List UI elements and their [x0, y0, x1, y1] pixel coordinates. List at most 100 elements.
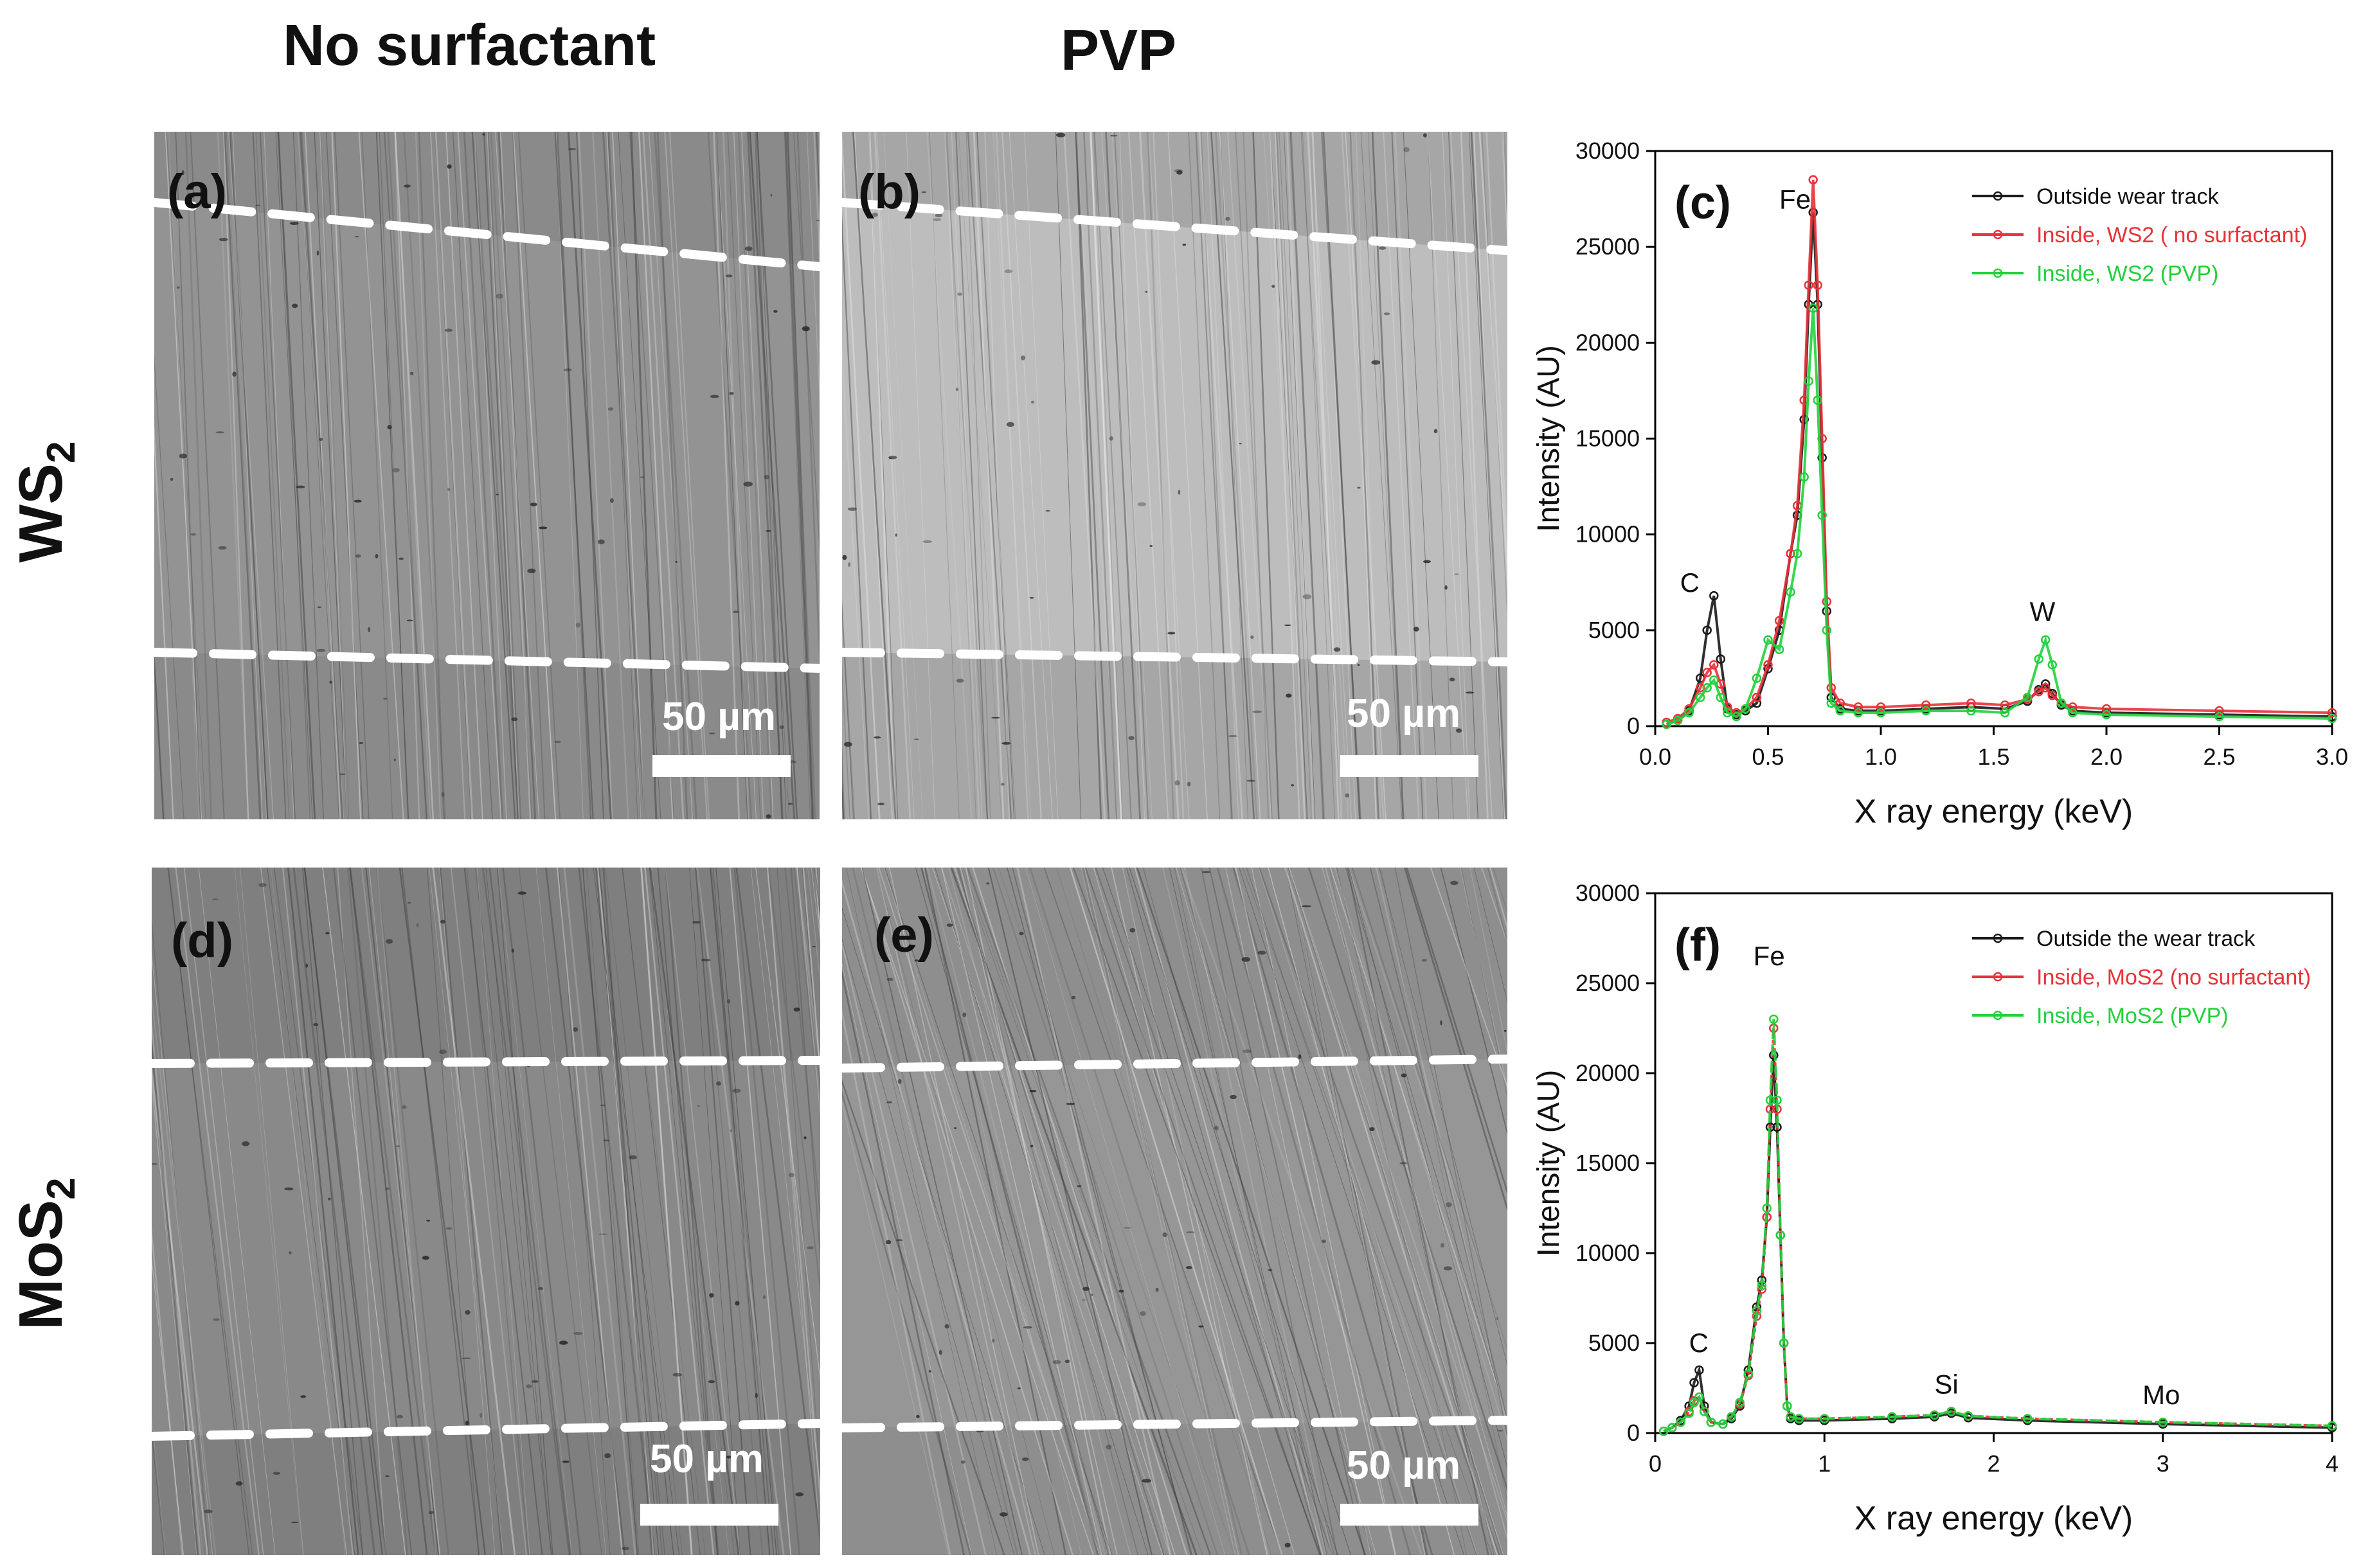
- surface-pit: [886, 1101, 892, 1103]
- data-point: [1757, 1281, 1767, 1290]
- surface-pit: [1029, 596, 1034, 599]
- data-point: [2068, 702, 2078, 712]
- surface-pit: [1000, 1512, 1008, 1517]
- scratch-line: [1468, 132, 1504, 819]
- scratch-line: [586, 868, 640, 1555]
- scratch-line: [888, 868, 1039, 1555]
- sem-image-d: [152, 868, 820, 1555]
- scratch-line: [842, 962, 972, 1555]
- scratch-line: [802, 868, 820, 1096]
- scratch-line: [790, 868, 820, 1264]
- scratch-line: [1198, 132, 1244, 819]
- series-line: [1663, 1019, 2333, 1433]
- scratch-line: [1288, 868, 1428, 1555]
- scratch-line: [232, 132, 263, 819]
- data-point: [1709, 675, 1719, 685]
- scratch-line: [958, 868, 1139, 1555]
- scratch-line: [476, 868, 530, 1555]
- scratch-line: [976, 132, 1015, 819]
- scratch-line: [868, 132, 896, 819]
- surface-pit: [325, 932, 330, 934]
- surface-pit: [1109, 436, 1114, 441]
- surface-pit: [701, 958, 711, 962]
- surface-pit: [496, 494, 499, 495]
- surface-pit: [1186, 1266, 1192, 1269]
- surface-pit: [766, 814, 771, 819]
- series-line: [1665, 308, 2333, 726]
- surface-pit: [355, 554, 361, 558]
- wear-track-band: [154, 202, 820, 668]
- surface-pit: [539, 526, 548, 530]
- surface-pit: [1178, 490, 1181, 495]
- data-point: [1694, 1365, 1704, 1375]
- scratch-line: [333, 868, 413, 1555]
- surface-pit: [219, 238, 228, 242]
- x-tick-label: 2.0: [2090, 744, 2123, 770]
- surface-pit: [1140, 1311, 1146, 1316]
- data-point: [1813, 280, 1822, 290]
- scratch-line: [429, 132, 466, 819]
- surface-pit: [1504, 1029, 1507, 1032]
- surface-pit: [1441, 1243, 1444, 1248]
- surface-pit: [1321, 1240, 1326, 1243]
- scratch-line: [490, 132, 533, 819]
- surface-pit: [291, 1521, 299, 1524]
- scratch-line: [152, 1078, 197, 1555]
- scratch-line: [483, 132, 519, 819]
- data-point: [1718, 1419, 1728, 1429]
- surface-pit: [386, 939, 393, 944]
- scratch-line: [319, 132, 347, 819]
- surface-pit: [179, 453, 187, 459]
- scratch-line: [1056, 868, 1272, 1555]
- scale-bar-e: [1340, 1504, 1478, 1526]
- surface-pit: [562, 1460, 570, 1463]
- scratch-line: [606, 132, 642, 819]
- surface-pit: [1239, 443, 1242, 445]
- scratch-line: [842, 1100, 949, 1555]
- y-axis-label: Intensity (AU): [1532, 1070, 1566, 1257]
- y-tick-label: 25000: [1575, 970, 1640, 996]
- scratch-line: [152, 1035, 199, 1555]
- scratch-line: [175, 132, 201, 819]
- chart-panel-label: (f): [1674, 920, 1721, 971]
- data-point: [1779, 1338, 1789, 1348]
- x-tick-label: 0.0: [1639, 744, 1671, 770]
- surface-pit: [895, 1239, 903, 1242]
- data-point: [2214, 711, 2224, 722]
- scratch-line: [860, 868, 1094, 1555]
- surface-pit: [215, 431, 224, 434]
- data-point: [1946, 1407, 1956, 1416]
- scratch-line: [1440, 868, 1507, 1136]
- scratch-line: [395, 132, 431, 819]
- surface-pit: [1241, 957, 1250, 962]
- scratch-line: [1279, 132, 1312, 819]
- legend-marker: [1993, 191, 2003, 201]
- surface-pit: [788, 1173, 795, 1177]
- y-tick-label: 15000: [1575, 425, 1640, 452]
- data-point: [1727, 1412, 1736, 1422]
- scratch-line: [648, 132, 694, 819]
- scratch-line: [1216, 868, 1412, 1555]
- data-point: [1735, 1398, 1745, 1407]
- surface-pit: [289, 222, 299, 226]
- data-point: [1794, 1414, 1804, 1423]
- scratch-line: [1075, 132, 1110, 819]
- scratch-line: [1069, 868, 1283, 1555]
- scratch-line: [813, 132, 820, 274]
- scratch-line: [965, 132, 991, 819]
- wear-track-band: [842, 1059, 1507, 1428]
- surface-pit: [1019, 931, 1024, 936]
- scratch-line: [1288, 868, 1504, 1555]
- scratch-line: [1142, 868, 1335, 1555]
- legend-label: Inside, MoS2 (no surfactant): [2036, 965, 2311, 990]
- surface-pit: [1246, 780, 1256, 782]
- data-point: [2040, 683, 2051, 693]
- scratch-line: [432, 868, 516, 1555]
- scratch-line: [920, 868, 1100, 1555]
- surface-pit: [1145, 290, 1147, 293]
- scratch-line: [960, 868, 1118, 1555]
- scratch-line: [475, 868, 552, 1555]
- data-point: [1876, 702, 1886, 712]
- surface-pit: [573, 1027, 578, 1032]
- scratch-line: [1379, 868, 1507, 1367]
